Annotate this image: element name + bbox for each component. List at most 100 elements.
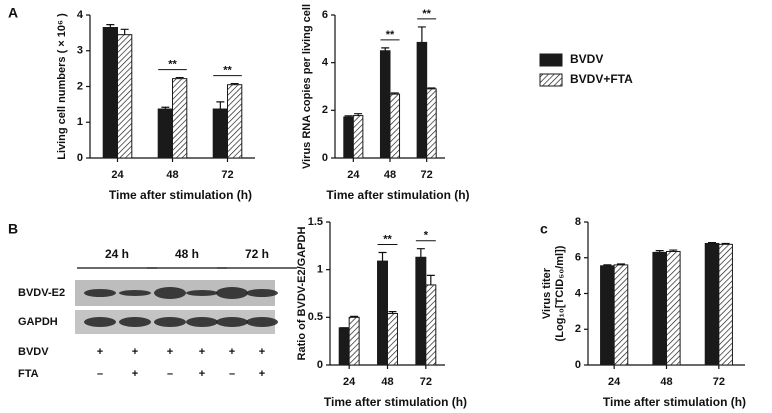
error-bar [381, 47, 390, 51]
band [246, 317, 278, 327]
y-axis-label: Ratio of BVDV-E2/GAPDH [296, 227, 308, 361]
error-bar [655, 250, 664, 253]
significance: ** [386, 29, 395, 41]
bar [416, 41, 428, 159]
y-axis-label: Virus titer [541, 267, 553, 319]
sign: – [97, 368, 103, 380]
band [119, 317, 151, 327]
x-tick-label: 24 [111, 169, 124, 181]
band [216, 317, 248, 327]
x-tick-label: 24 [343, 376, 356, 388]
band [119, 290, 151, 296]
bar [117, 34, 133, 159]
panel-label: A [8, 5, 18, 21]
row-label: BVDV [18, 346, 49, 358]
lane-label: 24 h [105, 247, 129, 261]
y-tick-label: 2 [575, 323, 581, 335]
band [84, 289, 116, 297]
y-tick-label: 0 [575, 359, 581, 371]
lane-label: 48 h [175, 247, 199, 261]
sign: + [259, 346, 265, 358]
y-tick-label: 2 [322, 104, 328, 116]
error-bar [175, 76, 184, 79]
lane-label: 72 h [245, 247, 269, 261]
error-bar [669, 249, 678, 252]
error-bar [350, 315, 359, 318]
error-bar [216, 101, 225, 110]
x-axis-label: Time after stimulation (h) [326, 188, 469, 202]
bar [212, 108, 228, 159]
y-tick-label: 1 [77, 116, 83, 128]
x-axis-label: Time after stimulation (h) [324, 395, 467, 409]
bar [426, 88, 437, 159]
y-tick-label: 4 [77, 9, 84, 21]
bar [102, 27, 118, 159]
bar [338, 327, 350, 366]
error-bar [417, 26, 426, 43]
y-axis-label: (Log₁₀[TCID₅₀/ml]) [554, 245, 566, 341]
bar [425, 284, 437, 366]
sign: – [229, 368, 235, 380]
y-tick-label: 4 [322, 57, 329, 69]
bar [415, 256, 427, 366]
y-tick-label: 4 [575, 287, 582, 299]
y-axis-label: Virus RNA copies per living cell [301, 4, 313, 169]
band [246, 289, 278, 297]
significance: ** [168, 58, 177, 70]
error-bar [120, 28, 129, 35]
error-bar [344, 115, 353, 118]
band [84, 317, 116, 327]
bar [652, 251, 667, 366]
y-tick-label: 0 [317, 359, 323, 371]
bar [666, 250, 681, 366]
bar [613, 264, 629, 366]
x-tick-label: 72 [420, 376, 432, 388]
sign: + [132, 368, 138, 380]
sign: + [259, 368, 265, 380]
bar [352, 115, 364, 159]
sign: – [167, 368, 173, 380]
panel-label: c [540, 221, 548, 237]
error-bar [161, 106, 170, 110]
band [186, 290, 218, 296]
legend-label: BVDV [570, 52, 603, 66]
significance: ** [383, 233, 392, 245]
y-tick-label: 0.5 [308, 311, 323, 323]
y-tick-label: 6 [575, 252, 581, 264]
error-bar [426, 274, 435, 285]
bar [600, 265, 615, 366]
error-bar [708, 241, 717, 244]
band [154, 317, 186, 327]
x-tick-label: 24 [608, 376, 621, 388]
sign: + [132, 346, 138, 358]
sign: + [199, 368, 205, 380]
band [216, 287, 248, 299]
x-tick-label: 24 [347, 169, 360, 181]
error-bar [603, 264, 612, 266]
sign: + [97, 346, 103, 358]
legend-swatch [539, 73, 563, 87]
x-tick-label: 72 [221, 169, 233, 181]
x-tick-label: 48 [381, 376, 393, 388]
y-tick-label: 1.5 [308, 216, 323, 228]
bar [387, 313, 398, 366]
bar [379, 50, 391, 159]
y-tick-label: 3 [77, 45, 83, 57]
bar [343, 116, 354, 159]
significance: * [424, 230, 429, 242]
band [186, 317, 218, 327]
legend-swatch [539, 53, 563, 67]
x-tick-label: 72 [421, 169, 433, 181]
sign: + [199, 346, 205, 358]
error-bar [230, 83, 239, 85]
significance: ** [422, 8, 431, 20]
error-bar [616, 263, 625, 265]
x-tick-label: 48 [166, 169, 178, 181]
y-tick-label: 8 [575, 216, 581, 228]
y-tick-label: 1 [317, 264, 323, 276]
sign: + [229, 346, 235, 358]
legend-label: BVDV+FTA [570, 72, 633, 86]
error-bar [388, 311, 397, 314]
bar [704, 242, 720, 366]
